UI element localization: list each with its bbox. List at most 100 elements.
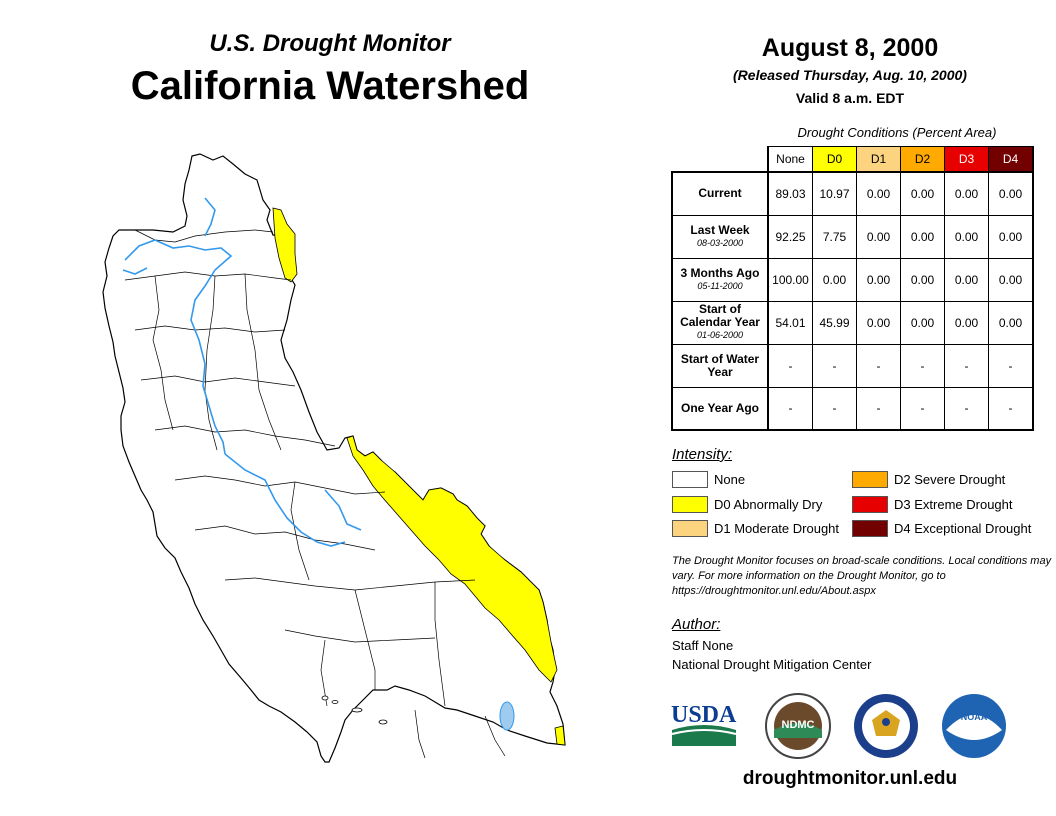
- table-cell: 92.25: [767, 214, 813, 259]
- legend-swatch: [852, 520, 888, 537]
- legend-label: D4 Exceptional Drought: [894, 521, 1032, 536]
- row-date: 05-11-2000: [697, 280, 743, 291]
- partner-logos: USDA NDMC NOAA: [671, 693, 1006, 759]
- row-label-text: Start of Water Year: [680, 351, 760, 379]
- col-header: D0: [812, 146, 857, 173]
- noaa-logo: NOAA: [942, 694, 1006, 758]
- col-header: D3: [944, 146, 989, 173]
- map-subtitle: U.S. Drought Monitor: [209, 30, 451, 57]
- channel-islands: [321, 695, 388, 725]
- table-corner: [672, 146, 769, 173]
- table-cell: 0.00: [856, 300, 901, 345]
- row-label-text: Last Week: [690, 222, 750, 237]
- col-header: D4: [988, 146, 1034, 173]
- table-cell: 7.75: [812, 214, 857, 259]
- legend-label: D0 Abnormally Dry: [714, 497, 823, 512]
- table-cell: 0.00: [944, 257, 989, 302]
- d0-area-sierra: [346, 435, 558, 683]
- table-cell: -: [900, 386, 945, 431]
- table-row: 3 Months Ago 05-11-2000 100.00 0.00 0.00 0.00…: [671, 257, 1034, 302]
- row-label-text: 3 Months Ago: [680, 265, 760, 280]
- legend-swatch: [852, 471, 888, 488]
- col-header: D1: [856, 146, 901, 173]
- table-cell: -: [988, 386, 1034, 431]
- table-caption: Drought Conditions (Percent Area): [797, 125, 997, 140]
- table-cell: 0.00: [988, 300, 1034, 345]
- ndmc-logo: NDMC: [765, 693, 831, 759]
- row-label-text: Current: [698, 186, 742, 201]
- legend-label: D2 Severe Drought: [894, 472, 1006, 487]
- table-cell: 0.00: [856, 171, 901, 216]
- watershed-boundaries: [124, 229, 506, 759]
- d0-area-south: [554, 725, 566, 746]
- svg-text:NOAA: NOAA: [961, 712, 988, 722]
- map-date: August 8, 2000: [761, 34, 939, 62]
- row-date: 08-03-2000: [696, 237, 744, 248]
- col-header: D2: [900, 146, 945, 173]
- svg-text:NDMC: NDMC: [782, 719, 815, 731]
- table-cell: 0.00: [988, 171, 1034, 216]
- table-cell: -: [812, 343, 857, 388]
- table-cell: 45.99: [812, 300, 857, 345]
- table-cell: 10.97: [812, 171, 857, 216]
- legend-swatch: [672, 496, 708, 513]
- table-cell: -: [900, 343, 945, 388]
- rivers: [122, 197, 362, 547]
- d0-area-north: [272, 207, 298, 283]
- salton-sea: [499, 701, 515, 731]
- table-cell: 0.00: [944, 300, 989, 345]
- row-label: Start of Water Year: [671, 343, 769, 388]
- table-cell: 0.00: [944, 171, 989, 216]
- california-watershed-map: [102, 153, 566, 763]
- table-cell: 0.00: [900, 300, 945, 345]
- table-cell: -: [944, 343, 989, 388]
- table-cell: 0.00: [900, 171, 945, 216]
- table-cell: -: [988, 343, 1034, 388]
- legend-label: D1 Moderate Drought: [714, 521, 840, 536]
- table-cell: 100.00: [767, 257, 813, 302]
- commerce-seal: [854, 694, 918, 758]
- legend-item: D3 Extreme Drought: [852, 496, 1013, 513]
- table-row: Last Week 08-03-2000 92.25 7.75 0.00 0.00 0.00…: [671, 214, 1034, 259]
- table-row: Start of Calendar Year 01-06-2000 54.01 45.…: [671, 300, 1034, 345]
- release-date: (Released Thursday, Aug. 10, 2000): [733, 67, 967, 83]
- table-cell: 0.00: [856, 257, 901, 302]
- author-label: Author:: [672, 616, 721, 633]
- table-cell: 0.00: [812, 257, 857, 302]
- col-header: None: [767, 146, 813, 173]
- table-cell: 89.03: [767, 171, 813, 216]
- legend-swatch: [672, 471, 708, 488]
- table-cell: 0.00: [900, 257, 945, 302]
- author-organization: National Drought Mitigation Center: [672, 657, 872, 672]
- table-row: Start of Water Year - - - - - -: [671, 343, 1034, 388]
- table-cell: 0.00: [856, 214, 901, 259]
- row-label: Last Week 08-03-2000: [671, 214, 769, 259]
- table-row: One Year Ago - - - - - -: [671, 386, 1034, 431]
- website-link[interactable]: droughtmonitor.unl.edu: [742, 768, 958, 789]
- table-header-row: None D0 D1 D2 D3 D4: [672, 146, 1034, 173]
- disclaimer-note: The Drought Monitor focuses on broad-sca…: [672, 555, 1052, 597]
- table-cell: -: [767, 343, 813, 388]
- legend-label: D3 Extreme Drought: [894, 497, 1013, 512]
- table-cell: -: [856, 343, 901, 388]
- legend-item: D4 Exceptional Drought: [852, 520, 1031, 537]
- table-cell: -: [767, 386, 813, 431]
- svg-text:USDA: USDA: [671, 702, 737, 728]
- map-title: California Watershed: [130, 64, 530, 108]
- table-row: Current 89.03 10.97 0.00 0.00 0.00 0.00: [671, 171, 1034, 216]
- legend-title: Intensity:: [672, 446, 733, 463]
- row-label-text: One Year Ago: [680, 400, 760, 415]
- legend-item: D2 Severe Drought: [852, 471, 1005, 488]
- legend-item: D0 Abnormally Dry: [672, 496, 822, 513]
- table-cell: -: [944, 386, 989, 431]
- table-cell: 0.00: [988, 257, 1034, 302]
- row-label: 3 Months Ago 05-11-2000: [671, 257, 769, 302]
- row-label: One Year Ago: [671, 386, 769, 431]
- table-cell: -: [856, 386, 901, 431]
- legend-swatch: [852, 496, 888, 513]
- legend-swatch: [672, 520, 708, 537]
- table-cell: 0.00: [988, 214, 1034, 259]
- author-name: Staff None: [672, 638, 734, 653]
- valid-time: Valid 8 a.m. EDT: [795, 90, 905, 106]
- table-cell: -: [812, 386, 857, 431]
